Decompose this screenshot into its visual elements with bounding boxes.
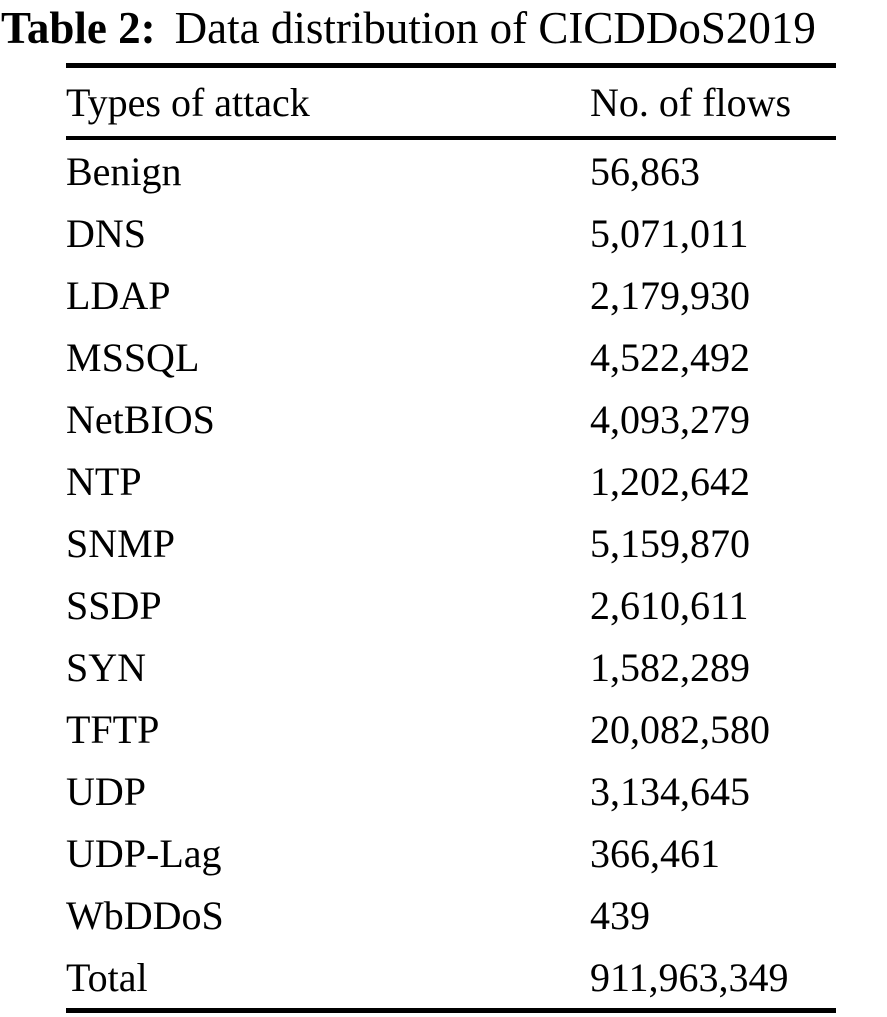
flow-count-cell: 4,093,279 <box>590 396 750 442</box>
attack-type-cell: MSSQL <box>66 334 200 380</box>
attack-type-cell: SNMP <box>66 520 175 566</box>
table-row: MSSQL 4,522,492 <box>66 326 836 388</box>
attack-type-cell: UDP-Lag <box>66 830 222 876</box>
table-row: SYN 1,582,289 <box>66 636 836 698</box>
flow-count-cell: 439 <box>590 892 650 938</box>
table-row: LDAP 2,179,930 <box>66 264 836 326</box>
flow-count-cell: 5,159,870 <box>590 520 750 566</box>
table-caption: Table 2: Data distribution of CICDDoS2019 <box>1 1 887 55</box>
flow-count-cell: 911,963,349 <box>590 954 789 1000</box>
attack-type-cell: Total <box>66 954 148 1000</box>
attack-type-cell: Benign <box>66 148 182 194</box>
table-body: Benign 56,863 DNS 5,071,011 LDAP 2,179,930 MSS… <box>66 138 836 1011</box>
table-caption-label: Table 2: <box>1 3 156 53</box>
flow-count-cell: 4,522,492 <box>590 334 750 380</box>
table-row: DNS 5,071,011 <box>66 202 836 264</box>
column-header-attack-type: Types of attack <box>66 65 590 140</box>
attack-type-cell: DNS <box>66 210 147 256</box>
table-row: SNMP 5,159,870 <box>66 512 836 574</box>
attack-type-cell: TFTP <box>66 706 160 752</box>
flow-count-cell: 1,582,289 <box>590 644 750 690</box>
table-row: UDP 3,134,645 <box>66 760 836 822</box>
attack-type-cell: UDP <box>66 768 147 814</box>
flow-count-cell: 2,610,611 <box>590 582 749 628</box>
table-row: NTP 1,202,642 <box>66 450 836 512</box>
data-table: Types of attack No. of flows Benign 56,86… <box>66 63 836 1013</box>
table-caption-text: Data distribution of CICDDoS2019 <box>174 3 816 53</box>
table-row: NetBIOS 4,093,279 <box>66 388 836 450</box>
attack-type-cell: NetBIOS <box>66 396 215 442</box>
attack-type-cell: SYN <box>66 644 147 690</box>
table-header-row: Types of attack No. of flows <box>66 65 836 140</box>
flow-count-cell: 3,134,645 <box>590 768 750 814</box>
table-container: Types of attack No. of flows Benign 56,86… <box>66 63 836 1013</box>
table-header: Types of attack No. of flows <box>66 65 836 140</box>
table-row: UDP-Lag 366,461 <box>66 822 836 884</box>
attack-type-cell: LDAP <box>66 272 171 318</box>
attack-type-cell: NTP <box>66 458 142 504</box>
table-row: SSDP 2,610,611 <box>66 574 836 636</box>
table-row: WbDDoS 439 <box>66 884 836 946</box>
flow-count-cell: 366,461 <box>590 830 720 876</box>
flow-count-cell: 2,179,930 <box>590 272 750 318</box>
flow-count-cell: 20,082,580 <box>590 706 770 752</box>
flow-count-cell: 1,202,642 <box>590 458 750 504</box>
column-header-flow-count: No. of flows <box>590 65 836 140</box>
table-row: TFTP 20,082,580 <box>66 698 836 760</box>
flow-count-cell: 56,863 <box>590 148 700 194</box>
flow-count-cell: 5,071,011 <box>590 210 749 256</box>
table-row: Total 911,963,349 <box>66 946 836 1011</box>
attack-type-cell: WbDDoS <box>66 892 224 938</box>
attack-type-cell: SSDP <box>66 582 162 628</box>
table-row: Benign 56,863 <box>66 138 836 202</box>
